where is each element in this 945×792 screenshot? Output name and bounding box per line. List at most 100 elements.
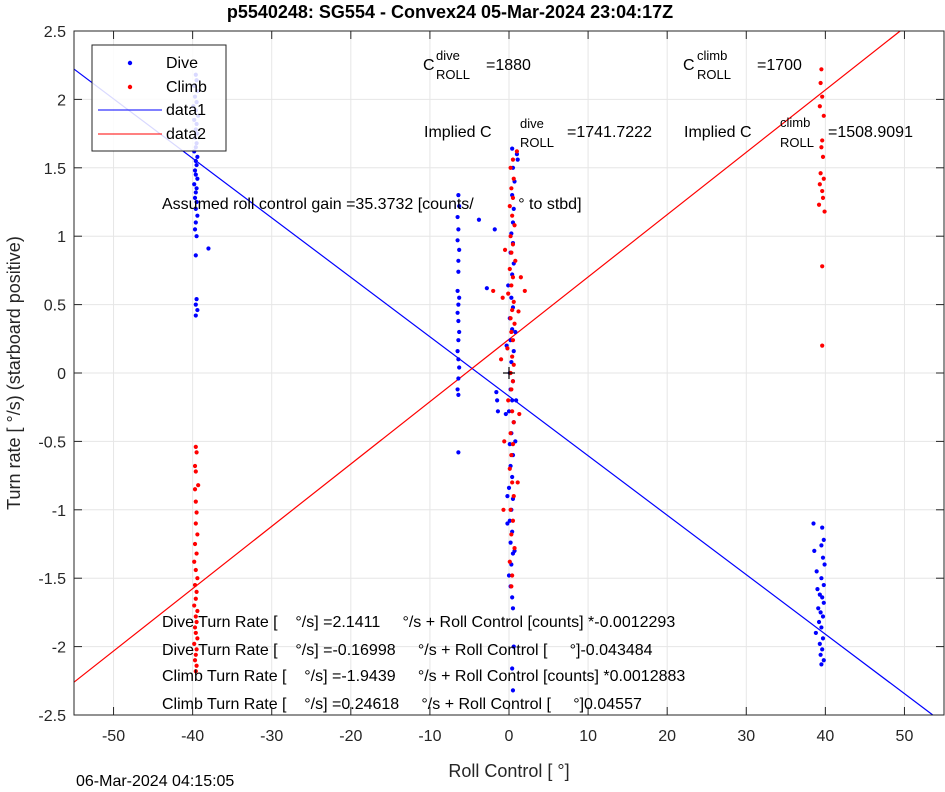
point-climb — [192, 641, 197, 646]
point-climb — [195, 608, 200, 614]
point-dive — [192, 168, 198, 173]
fit-equations: Dive Turn Rate [ °/s] =2.1411 °/s + Roll… — [162, 614, 685, 713]
point-dive — [456, 227, 461, 232]
point-dive — [505, 494, 510, 499]
x-tick-label: 20 — [658, 728, 676, 745]
point-dive — [510, 688, 516, 693]
point-dive — [820, 614, 826, 619]
x-tick-label: 30 — [737, 728, 755, 745]
point-dive — [494, 390, 499, 395]
point-climb — [821, 113, 826, 118]
legend-marker-climb — [127, 84, 133, 90]
point-climb — [511, 362, 516, 367]
y-tick-label: -0.5 — [38, 434, 66, 451]
point-dive — [495, 409, 501, 414]
point-climb — [193, 652, 198, 657]
point-dive — [510, 666, 515, 671]
point-climb — [818, 171, 823, 176]
svg-text:=1880: =1880 — [486, 57, 531, 74]
point-dive — [817, 592, 822, 597]
point-dive — [819, 543, 824, 548]
point-dive — [814, 569, 819, 574]
point-climb — [195, 532, 200, 537]
y-tick-label: 2 — [57, 92, 66, 109]
point-dive — [813, 630, 818, 636]
point-dive — [194, 297, 199, 302]
point-dive — [194, 234, 199, 239]
point-climb — [502, 247, 508, 252]
point-climb — [510, 213, 515, 218]
point-dive — [510, 474, 515, 480]
point-climb — [819, 67, 824, 72]
point-dive — [194, 162, 199, 168]
svg-text:dive: dive — [520, 116, 544, 131]
svg-text:climb: climb — [697, 48, 727, 63]
point-dive — [195, 154, 200, 159]
point-dive — [818, 652, 823, 657]
point-dive — [193, 172, 198, 177]
point-dive — [456, 302, 461, 307]
point-climb — [510, 338, 516, 343]
point-dive — [819, 662, 824, 667]
point-dive — [455, 288, 460, 294]
point-climb — [512, 223, 517, 228]
point-dive — [195, 307, 200, 313]
point-climb — [192, 487, 198, 492]
point-climb — [819, 145, 824, 150]
point-dive — [509, 295, 514, 300]
point-climb — [194, 647, 199, 652]
point-dive — [811, 521, 816, 526]
y-tick-label: 2.5 — [44, 24, 66, 41]
point-climb — [514, 149, 520, 154]
svg-text:dive: dive — [436, 48, 460, 63]
x-axis-label: Roll Control [ °] — [448, 761, 569, 781]
point-dive — [193, 253, 198, 258]
point-climb — [194, 551, 199, 556]
fit-line-data1 — [73, 68, 934, 716]
legend-label-dive: Dive — [166, 55, 198, 72]
c-roll-dive-annotation: C dive ROLL =1880 — [423, 48, 531, 82]
point-climb — [193, 614, 198, 619]
point-climb — [820, 138, 825, 143]
point-climb — [509, 329, 514, 335]
point-climb — [509, 283, 514, 288]
point-dive — [456, 193, 461, 198]
point-dive — [509, 359, 514, 365]
point-climb — [194, 589, 199, 594]
point-climb — [500, 295, 505, 300]
footer-timestamp: 06-Mar-2024 04:15:05 — [76, 773, 234, 790]
x-tick-label: -40 — [181, 728, 204, 745]
point-climb — [820, 188, 825, 194]
point-dive — [510, 606, 516, 611]
svg-text:C: C — [683, 57, 695, 74]
x-tick-label: -10 — [418, 728, 441, 745]
svg-text:=1508.9091: =1508.9091 — [828, 124, 913, 141]
point-climb — [817, 182, 822, 187]
point-climb — [820, 343, 825, 348]
y-tick-label: 1 — [57, 229, 66, 246]
svg-text:Implied C: Implied C — [684, 124, 752, 141]
point-climb — [510, 442, 516, 447]
point-dive — [456, 357, 461, 362]
point-climb — [193, 444, 198, 449]
point-dive — [193, 206, 198, 211]
point-climb — [193, 669, 198, 674]
point-climb — [510, 307, 515, 313]
point-climb — [512, 321, 517, 326]
point-climb — [510, 409, 515, 414]
implied-c-roll-climb-annotation: Implied C climb ROLL =1508.9091 — [684, 115, 913, 150]
point-climb — [508, 316, 513, 321]
point-dive — [206, 246, 211, 251]
point-climb — [509, 186, 514, 191]
legend-box — [91, 44, 227, 152]
point-dive — [457, 295, 462, 300]
point-climb — [510, 379, 516, 384]
point-climb — [818, 80, 823, 86]
point-climb — [515, 480, 520, 485]
point-dive — [820, 595, 825, 600]
point-dive — [195, 213, 200, 218]
origin-marker — [503, 367, 515, 379]
point-dive — [456, 450, 461, 455]
roll-gain-annotation: Assumed roll control gain =35.3732 [coun… — [162, 196, 582, 213]
point-climb — [192, 559, 197, 564]
